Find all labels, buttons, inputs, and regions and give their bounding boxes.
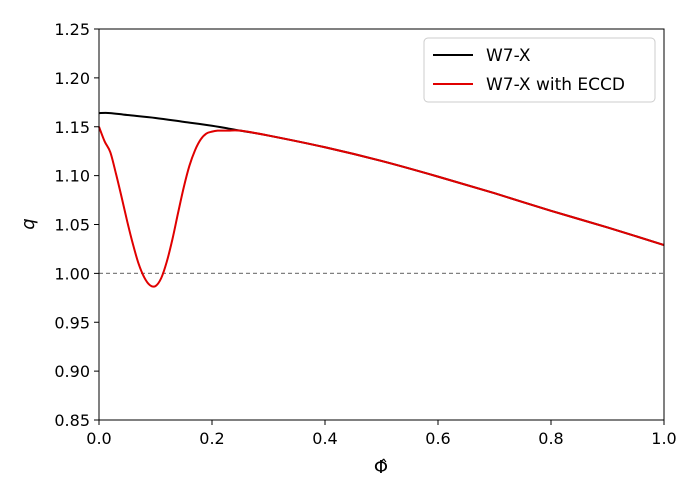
x-tick-label: 0.6 <box>425 429 450 448</box>
y-tick-label: 1.20 <box>54 69 90 88</box>
plot-area <box>98 111 665 288</box>
x-tick-label: 0.2 <box>199 429 224 448</box>
legend-label-w7x-eccd: W7-X with ECCD <box>486 75 625 95</box>
x-tick-label: 0.0 <box>86 429 111 448</box>
legend-box <box>423 37 656 103</box>
y-tick-label: 0.90 <box>54 362 90 381</box>
y-tick-label: 1.15 <box>54 118 90 137</box>
x-tick-label: 0.4 <box>312 429 337 448</box>
y-axis-label: q <box>18 218 39 229</box>
x-tick-label: 0.8 <box>538 429 563 448</box>
legend: W7-X W7-X with ECCD <box>423 37 656 103</box>
x-axis: 0.0 0.2 0.4 0.6 0.8 1.0 <box>86 420 677 448</box>
x-axis-label: Φ̂ <box>374 457 388 478</box>
y-axis: 0.85 0.90 0.95 1.00 1.05 1.10 1.15 1.20 1.25 <box>54 20 99 430</box>
y-tick-label: 1.05 <box>54 216 90 235</box>
y-tick-label: 1.10 <box>54 167 90 186</box>
y-tick-label: 1.25 <box>54 20 90 39</box>
y-tick-label: 0.95 <box>54 313 90 332</box>
series-line-w7x-eccd <box>98 126 665 288</box>
y-tick-label: 0.85 <box>54 411 90 430</box>
y-tick-label: 1.00 <box>54 264 90 283</box>
legend-label-w7x: W7-X <box>486 46 531 66</box>
series-line-w7x <box>98 111 665 246</box>
x-tick-label: 1.0 <box>651 429 676 448</box>
